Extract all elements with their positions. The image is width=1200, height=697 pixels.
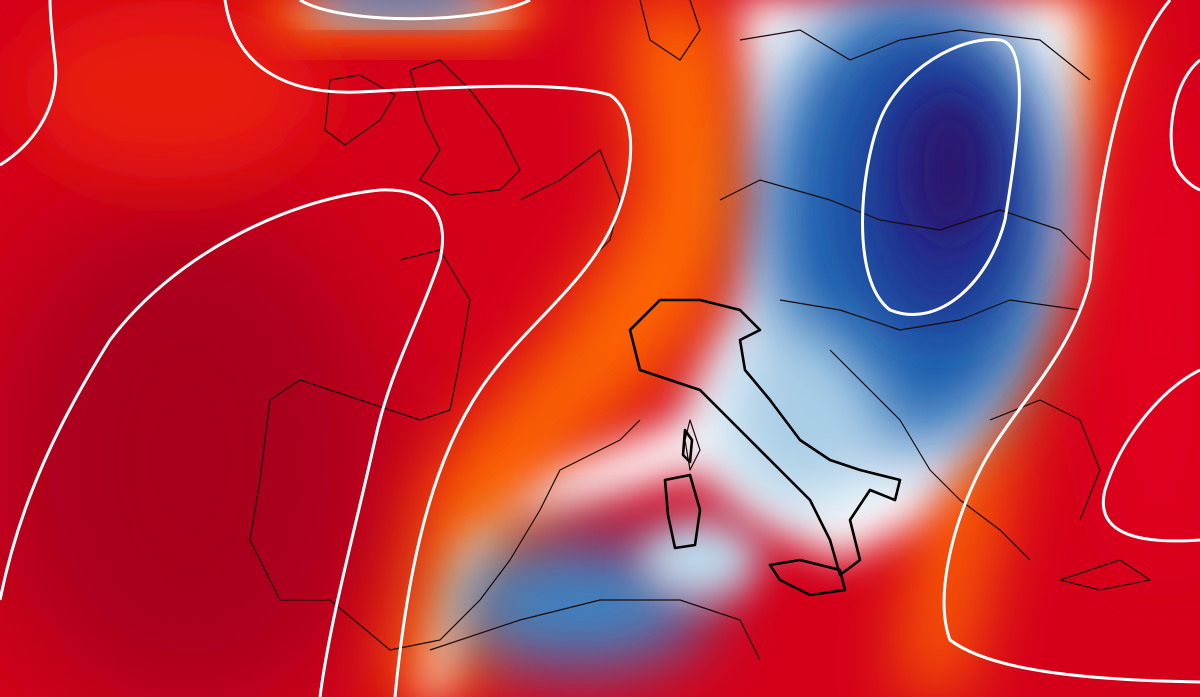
contour [861, 38, 1021, 316]
contour [0, 0, 58, 167]
map-shape [0, 200, 390, 697]
coast [639, 0, 701, 61]
coast [739, 29, 1091, 81]
coast [1059, 559, 1151, 591]
map-shape [1090, 80, 1200, 580]
contour [299, 0, 531, 21]
contour [942, 0, 1200, 684]
coast [779, 299, 1081, 331]
coastlines [249, 0, 1151, 661]
coast [324, 74, 396, 146]
map-shape [910, 100, 990, 240]
coast-bold [663, 473, 702, 550]
coast [409, 59, 521, 196]
coast [829, 349, 1031, 561]
map-shape [20, 0, 320, 180]
contour [223, 0, 633, 697]
map-shape [310, 0, 490, 18]
coast [249, 249, 641, 651]
coast [519, 149, 621, 261]
contour [1101, 368, 1200, 543]
contour [1169, 58, 1200, 192]
map-shape [380, 0, 760, 697]
coast [989, 399, 1101, 521]
coast [719, 179, 1091, 261]
contour [0, 188, 444, 697]
coast-bold [681, 428, 694, 464]
map-shape [720, 330, 880, 510]
coast [429, 599, 761, 661]
coast-bold [768, 558, 847, 597]
coast-bold [628, 298, 902, 577]
map-shape [640, 520, 760, 600]
